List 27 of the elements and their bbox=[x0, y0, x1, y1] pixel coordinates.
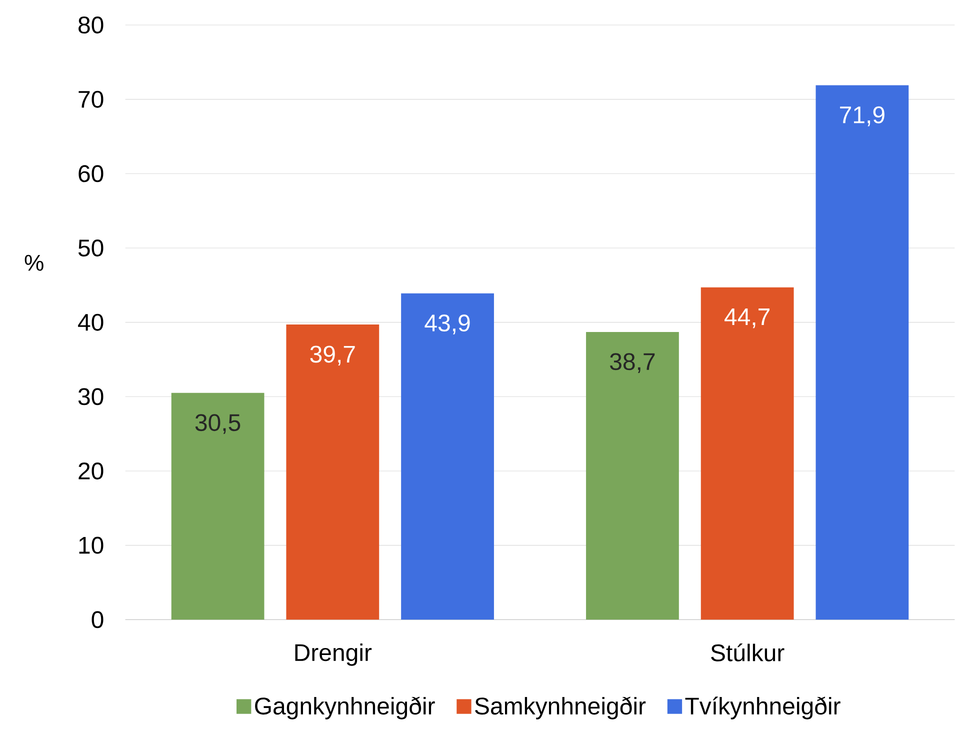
x-tick-label: Drengir bbox=[295, 643, 372, 666]
data-label: 71,9 bbox=[840, 106, 884, 126]
bar bbox=[700, 287, 794, 620]
y-tick-label: 20 bbox=[78, 462, 104, 480]
y-tick-label: 40 bbox=[78, 314, 104, 331]
legend-label: Tvíkynhneigðir bbox=[685, 696, 840, 720]
y-tick-label: 10 bbox=[79, 536, 104, 554]
data-label: 38,7 bbox=[610, 353, 655, 373]
data-label: 30,5 bbox=[195, 414, 240, 434]
x-tick-label: Stúlkur bbox=[711, 643, 784, 662]
y-tick-label: 60 bbox=[78, 165, 104, 182]
legend-label: Samkynhneigðir bbox=[475, 696, 646, 720]
data-label: 39,7 bbox=[310, 346, 355, 366]
y-tick-label: 50 bbox=[78, 239, 104, 256]
y-tick-label: 80 bbox=[78, 16, 104, 34]
y-tick-label: 30 bbox=[78, 388, 104, 406]
data-label: 43,9 bbox=[424, 314, 470, 334]
bar bbox=[171, 392, 264, 620]
bar bbox=[286, 324, 380, 620]
legend-label: Gagnkynhneigðir bbox=[255, 696, 435, 720]
bar bbox=[816, 85, 909, 620]
bar bbox=[586, 332, 679, 620]
y-tick-label: 70 bbox=[78, 90, 104, 108]
bar bbox=[401, 293, 494, 620]
y-tick-label: 0 bbox=[92, 611, 104, 628]
data-label: 44,7 bbox=[724, 308, 770, 328]
y-axis-title: % bbox=[24, 254, 44, 271]
